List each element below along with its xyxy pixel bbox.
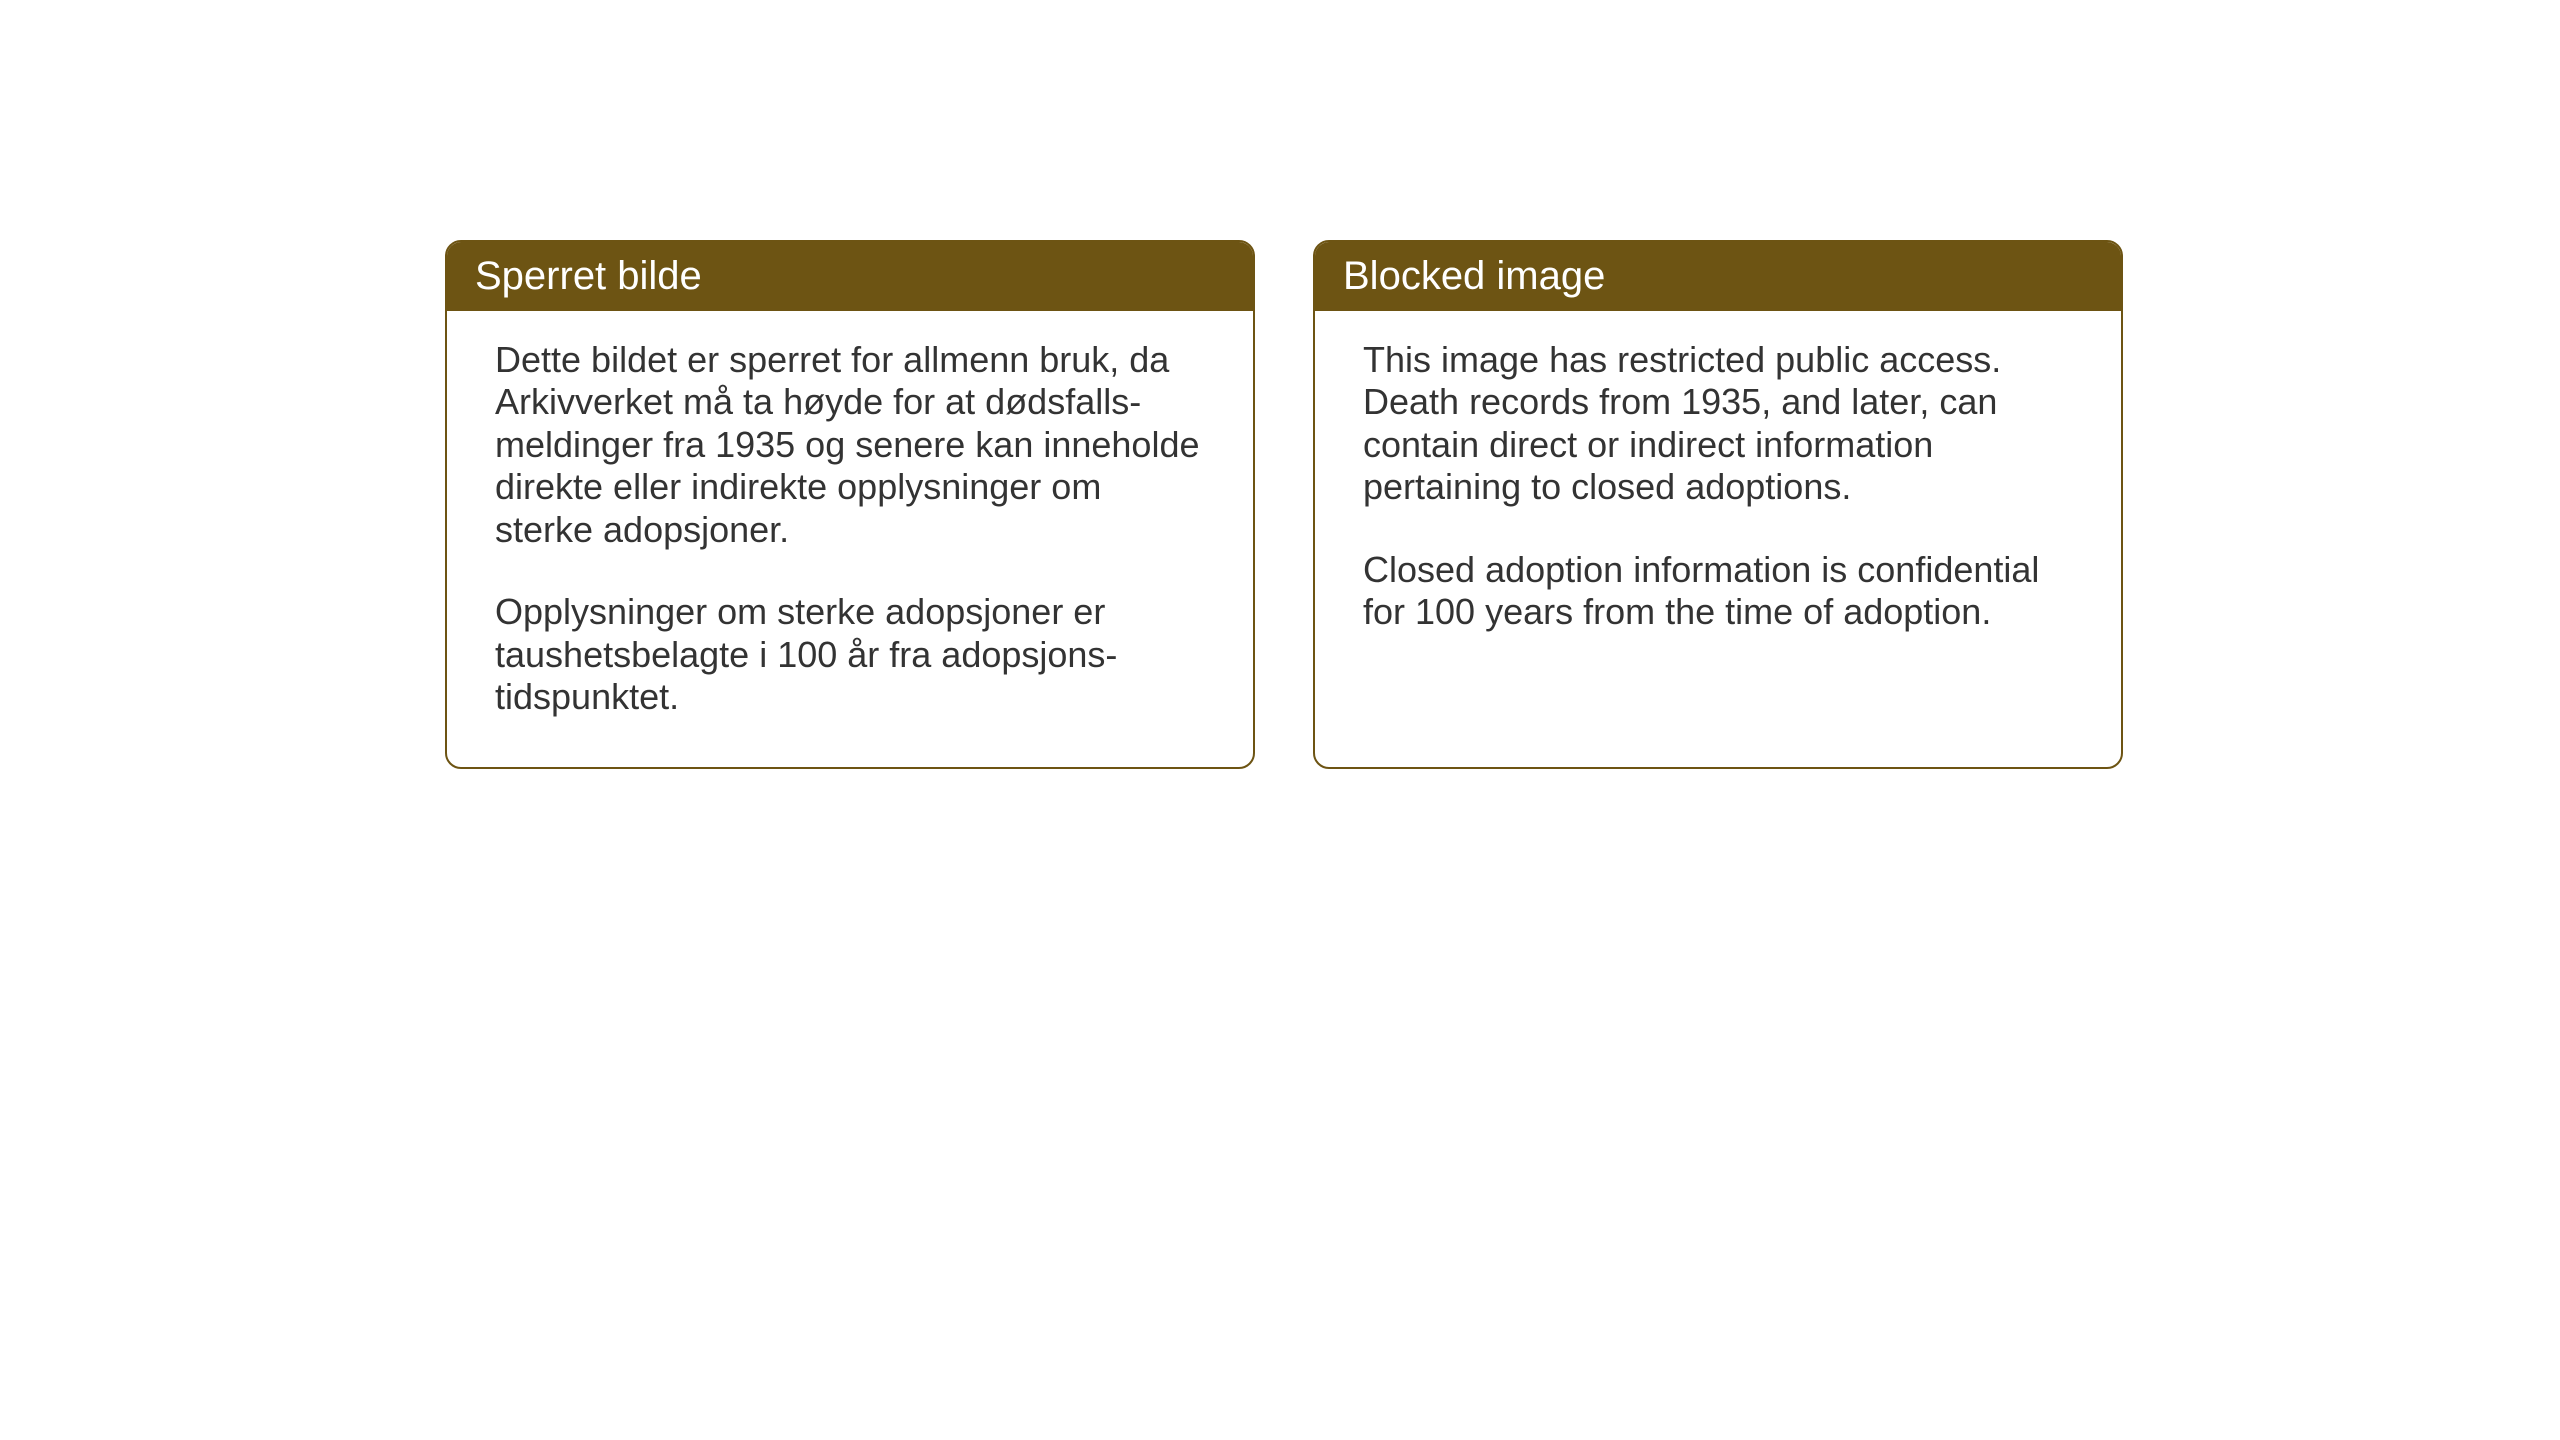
card-norwegian-title: Sperret bilde bbox=[475, 254, 702, 298]
card-english-paragraph-1: This image has restricted public access.… bbox=[1363, 339, 2073, 509]
card-english-body: This image has restricted public access.… bbox=[1315, 311, 2121, 682]
cards-container: Sperret bilde Dette bildet er sperret fo… bbox=[445, 240, 2123, 769]
card-english-header: Blocked image bbox=[1315, 242, 2121, 311]
card-norwegian-paragraph-1: Dette bildet er sperret for allmenn bruk… bbox=[495, 339, 1205, 551]
card-norwegian-paragraph-2: Opplysninger om sterke adopsjoner er tau… bbox=[495, 591, 1205, 718]
card-norwegian: Sperret bilde Dette bildet er sperret fo… bbox=[445, 240, 1255, 769]
card-english-paragraph-2: Closed adoption information is confident… bbox=[1363, 549, 2073, 634]
card-english: Blocked image This image has restricted … bbox=[1313, 240, 2123, 769]
card-norwegian-body: Dette bildet er sperret for allmenn bruk… bbox=[447, 311, 1253, 767]
card-norwegian-header: Sperret bilde bbox=[447, 242, 1253, 311]
card-english-title: Blocked image bbox=[1343, 254, 1605, 298]
